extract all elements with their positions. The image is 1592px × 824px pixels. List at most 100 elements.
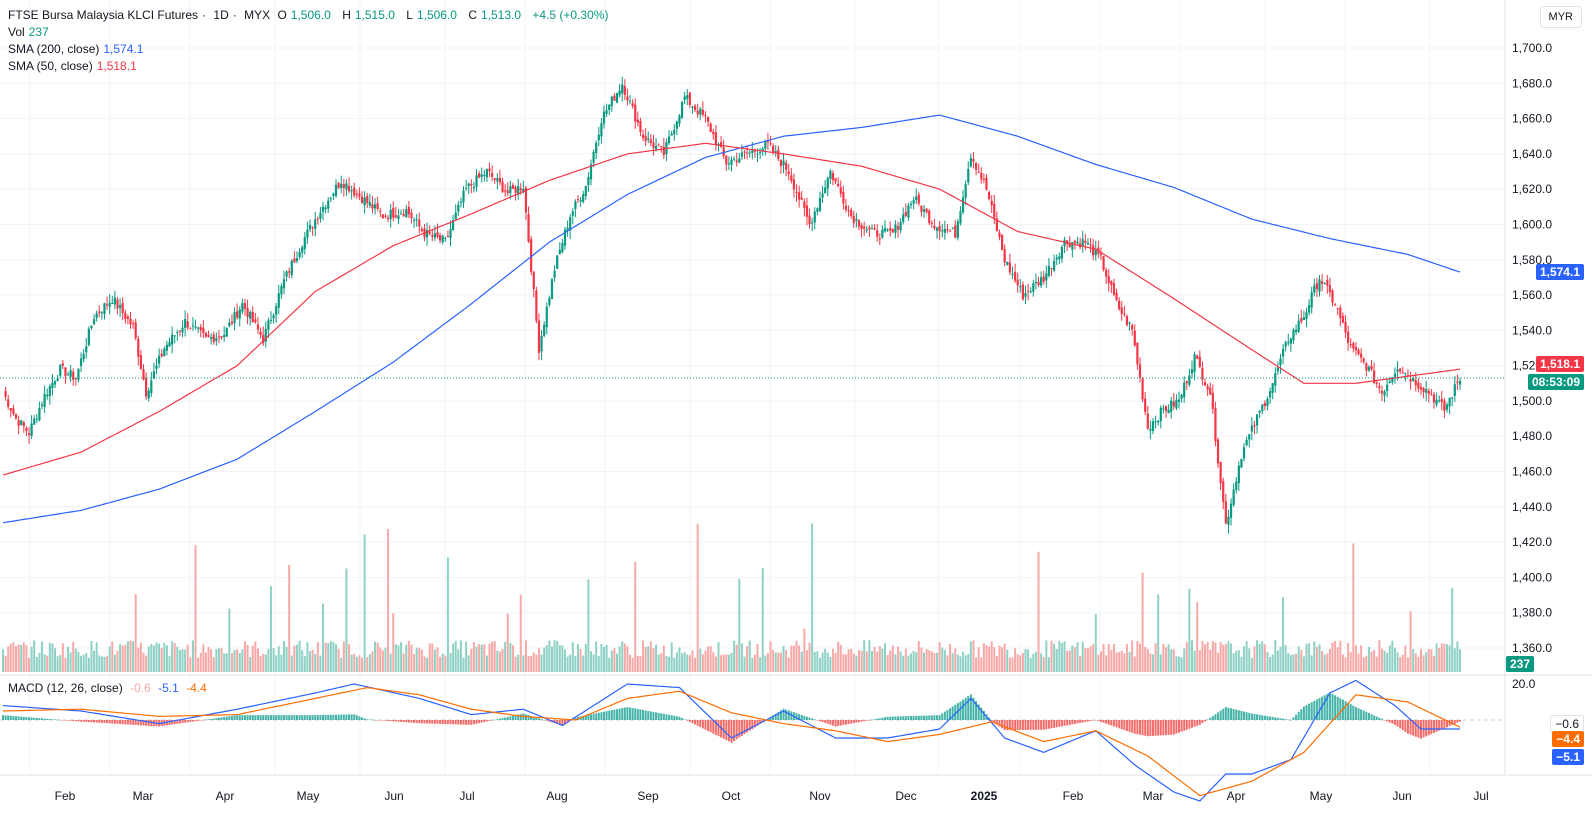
- volume-bar: [597, 656, 600, 672]
- macd-hist-bar: [1347, 702, 1350, 720]
- macd-hist-bar: [816, 720, 819, 721]
- macd-hist-bar: [1352, 705, 1355, 720]
- volume-bar: [1326, 653, 1329, 672]
- candle-body: [1016, 279, 1019, 286]
- candle-body: [1310, 292, 1313, 308]
- candle-body: [410, 212, 413, 219]
- volume-bar: [1253, 646, 1256, 672]
- macd-hist-bar: [912, 715, 915, 720]
- candle-body: [1146, 413, 1149, 429]
- volume-bar: [290, 655, 293, 672]
- candle-body: [730, 159, 733, 165]
- macd-hist-bar: [714, 720, 717, 735]
- candle-body: [1393, 373, 1397, 377]
- currency-button[interactable]: MYR: [1539, 6, 1582, 28]
- macd-hist-bar: [493, 719, 496, 721]
- candle-body: [1214, 408, 1217, 442]
- volume-bar: [928, 650, 931, 672]
- volume-bar: [327, 643, 330, 672]
- sma50-legend[interactable]: SMA (50, close) 1,518.1: [8, 59, 137, 73]
- candle-body: [121, 303, 124, 314]
- macd-hist-bar: [626, 707, 629, 720]
- macd-legend[interactable]: MACD (12, 26, close) -0.6 -5.1 -4.4: [8, 681, 207, 695]
- candle-body: [197, 327, 200, 329]
- candle-body: [347, 185, 351, 192]
- volume-bar: [681, 653, 684, 672]
- candle-body: [743, 151, 746, 153]
- macd-hist-bar: [782, 708, 785, 720]
- candle-body: [7, 399, 10, 407]
- volume-bar: [363, 534, 366, 672]
- macd-hist-bar: [962, 699, 965, 720]
- candle-body: [548, 297, 551, 305]
- candle-body: [269, 319, 273, 321]
- volume-bar: [1321, 651, 1324, 672]
- volume-bar: [1292, 654, 1295, 672]
- time-tick-label: Jun: [1392, 789, 1411, 803]
- macd-hist-bar: [1138, 720, 1141, 735]
- volume-legend[interactable]: Vol 237: [8, 25, 49, 39]
- volume-bar: [980, 657, 983, 672]
- exchange: MYX: [244, 8, 271, 22]
- volume-bars: [2, 523, 1461, 672]
- macd-hist-bar: [1459, 720, 1461, 722]
- volume-bar: [571, 642, 574, 672]
- candle-body: [1440, 399, 1443, 403]
- macd-line: [2, 679, 1460, 802]
- candle-body: [1112, 283, 1116, 295]
- macd-hist-bar: [930, 715, 933, 720]
- volume-bar: [868, 640, 871, 672]
- candle-body: [1261, 404, 1264, 412]
- macd-hist-bar: [655, 712, 658, 720]
- candle-body: [917, 194, 920, 204]
- macd-hist-bar: [1438, 720, 1441, 731]
- candle-body: [902, 214, 905, 222]
- candle-body: [675, 121, 678, 129]
- macd-hist-bar: [212, 718, 215, 720]
- candle-body: [280, 286, 283, 295]
- candle-body: [1071, 242, 1074, 250]
- macd-hist-bar: [1193, 720, 1196, 727]
- macd-hist-bar: [350, 714, 353, 720]
- volume-bar: [488, 643, 491, 672]
- candle-body: [628, 100, 632, 102]
- macd-hist-bar: [1243, 711, 1246, 720]
- candle-body: [714, 132, 717, 145]
- candle-body: [228, 322, 231, 327]
- volume-bar: [394, 644, 397, 672]
- candle-body: [103, 303, 106, 314]
- symbol-name[interactable]: FTSE Bursa Malaysia KLCI Futures: [8, 8, 199, 22]
- candle-body: [772, 145, 775, 153]
- volume-bar: [90, 640, 93, 672]
- candle-body: [475, 175, 478, 187]
- macd-hist-bar: [168, 720, 171, 725]
- macd-hist-bar: [186, 720, 189, 723]
- volume-bar: [269, 586, 272, 672]
- candle-body: [798, 192, 801, 200]
- volume-bar: [850, 648, 853, 672]
- macd-hist-bar: [418, 720, 421, 724]
- volume-bar: [1175, 656, 1178, 672]
- macd-hist-bar: [852, 720, 855, 724]
- macd-hist-bar: [309, 715, 312, 720]
- macd-hist-bar: [673, 715, 676, 720]
- volume-bar: [717, 642, 720, 672]
- macd-hist-bar: [106, 720, 109, 724]
- price-tick-label: 1,640.0: [1512, 147, 1552, 161]
- volume-bar: [1432, 655, 1435, 672]
- candle-body: [673, 130, 676, 135]
- candle-body: [592, 152, 595, 163]
- candle-body: [829, 170, 832, 179]
- volume-bar: [1003, 643, 1006, 672]
- candle-body: [1323, 282, 1326, 284]
- volume-bar: [384, 647, 387, 672]
- candle-body: [51, 382, 54, 388]
- macd-hist-bar: [1183, 720, 1186, 731]
- macd-hist-bar: [678, 716, 681, 720]
- macd-hist-bar: [1079, 720, 1082, 723]
- sma200-legend[interactable]: SMA (200, close) 1,574.1: [8, 42, 144, 56]
- volume-bar: [1232, 653, 1235, 672]
- macd-hist-bar: [12, 716, 15, 720]
- volume-bar: [121, 645, 124, 672]
